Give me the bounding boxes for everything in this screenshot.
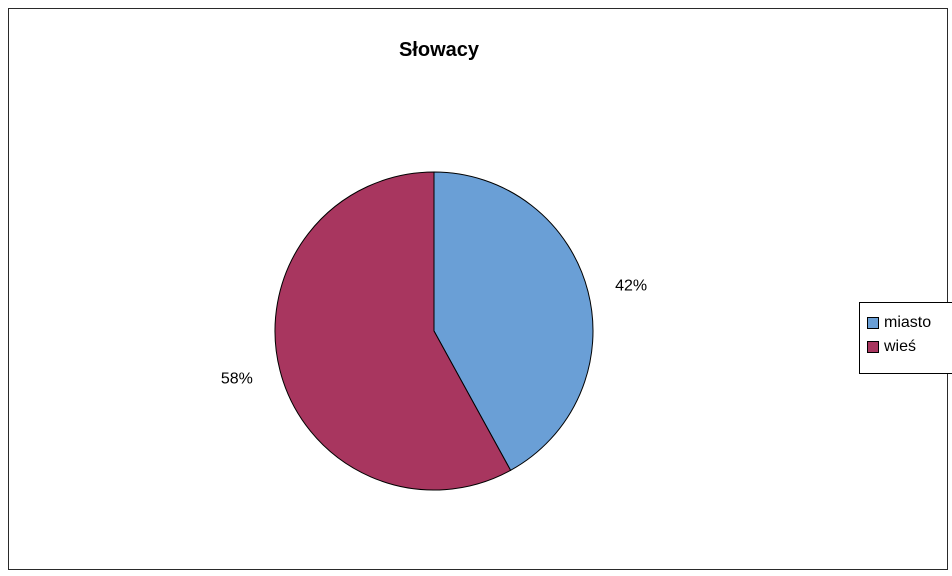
legend: miasto wieś	[859, 302, 952, 374]
data-label-wieś: 58%	[221, 371, 253, 388]
legend-swatch-miasto	[867, 317, 879, 329]
legend-label-miasto: miasto	[884, 314, 932, 331]
legend-item-miasto: miasto	[867, 311, 952, 335]
pie-slice-wieś	[274, 171, 512, 491]
data-label-miasto: 42%	[615, 277, 647, 294]
legend-item-wies: wieś	[867, 335, 952, 359]
legend-label-wies: wieś	[884, 338, 917, 355]
pie-slice-miasto	[433, 171, 594, 472]
chart-frame: Słowacy 42% 58% miasto wieś	[8, 8, 952, 570]
chart-title: Słowacy	[398, 39, 480, 61]
legend-swatch-wies	[867, 341, 879, 353]
pie-chart: 42% 58%	[221, 171, 647, 491]
